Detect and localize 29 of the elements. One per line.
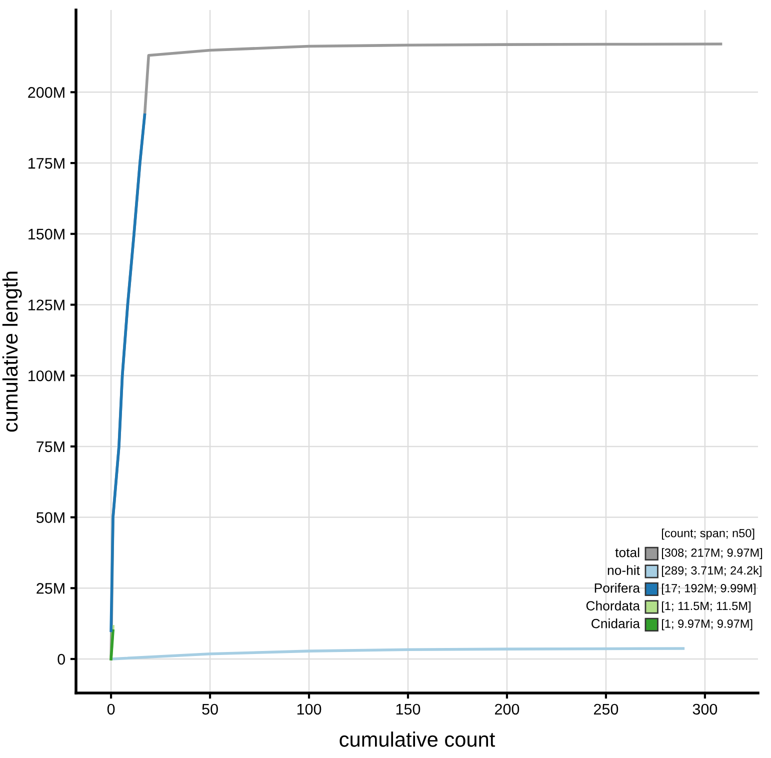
annotation: [308; 217M; 9.97M] — [662, 548, 762, 560]
x-tick-label: 250 — [594, 704, 618, 715]
x-tick-label: 100 — [297, 704, 322, 715]
x-tick-label: 50 — [202, 704, 218, 715]
y-tick-label: 50M — [36, 512, 64, 523]
x-axis-title: cumulative count — [340, 732, 496, 747]
legend-label: total — [615, 548, 640, 558]
y-tick-label: 25M — [36, 583, 64, 594]
x-tick-label: 0 — [107, 704, 115, 715]
legend-label: Chordata — [586, 600, 640, 610]
x-tick-label: 300 — [692, 704, 718, 715]
y-axis-title: cumulative length — [2, 272, 22, 432]
y-tick-label: 75M — [36, 441, 64, 452]
annotation: [17; 192M; 9.99M] — [662, 584, 756, 595]
y-tick-label: 200M — [28, 87, 64, 98]
y-tick-label: 150M — [28, 228, 64, 240]
y-tick-label: 0 — [58, 654, 65, 665]
legend-label: Porifera — [594, 583, 640, 593]
y-tick-label: 125M — [28, 300, 64, 310]
annotation: [1; 9.97M; 9.97M] — [662, 619, 752, 630]
x-tick-label: 150 — [396, 704, 420, 715]
annotation: [1; 11.5M; 11.5M] — [662, 601, 750, 612]
legend-label: no-hit — [608, 565, 640, 575]
legend-title: [count; span; n50] — [662, 528, 754, 540]
x-tick-label: 200 — [495, 704, 520, 715]
annotation: [289; 3.71M; 24.2k] — [662, 566, 762, 577]
y-tick-label: 100M — [28, 370, 64, 382]
y-tick-label: 175M — [28, 158, 64, 169]
legend-label: Cnidaria — [592, 618, 640, 628]
